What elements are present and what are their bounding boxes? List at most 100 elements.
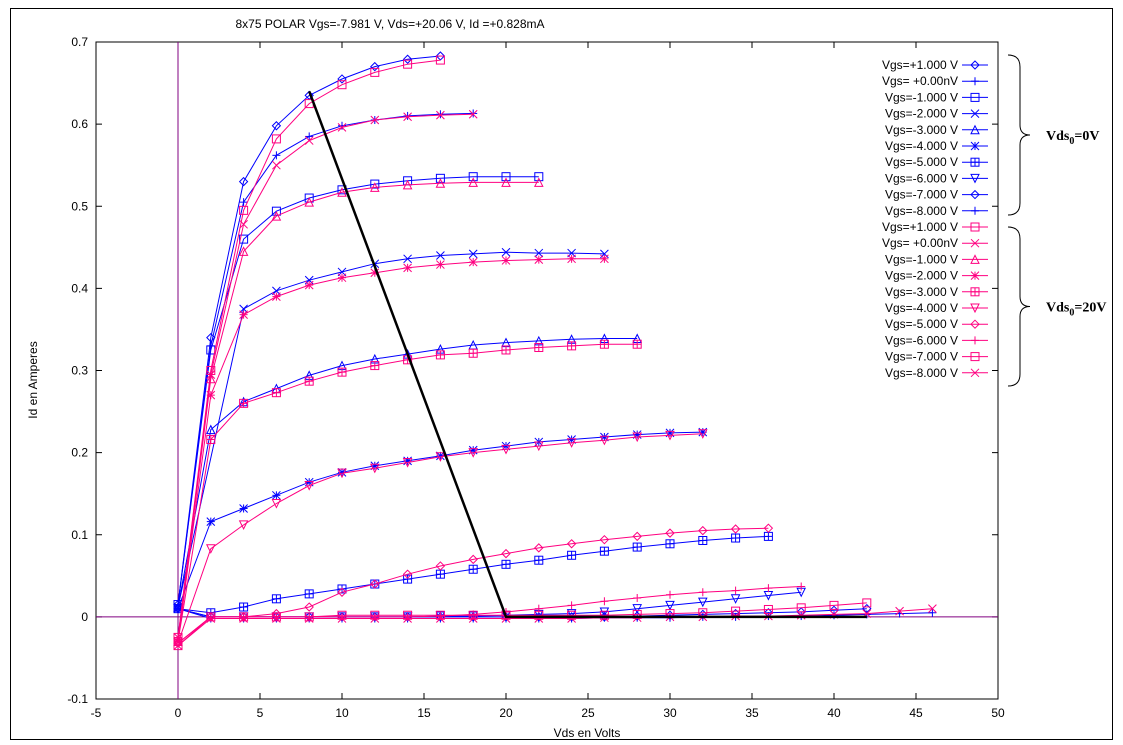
data-point xyxy=(238,246,249,256)
data-point xyxy=(271,612,281,622)
data-point xyxy=(271,388,281,398)
data-point xyxy=(895,606,904,616)
legend-label: Vgs=+1.000 V xyxy=(882,58,958,72)
data-point xyxy=(567,610,577,620)
data-point xyxy=(402,457,413,468)
data-point xyxy=(337,187,347,197)
legend-label: Vgs=-2.000 V xyxy=(885,107,958,121)
data-point xyxy=(435,55,445,65)
data-point xyxy=(764,584,773,593)
data-point xyxy=(272,614,281,623)
data-point xyxy=(370,614,380,623)
data-point xyxy=(599,546,609,556)
data-point xyxy=(239,504,248,513)
data-point xyxy=(304,589,314,599)
data-point xyxy=(436,614,445,623)
data-point xyxy=(304,280,314,290)
legend-label: Vgs=-1.000 V xyxy=(885,90,958,104)
legend-label: Vgs=-4.000 V xyxy=(885,301,958,315)
data-point xyxy=(501,177,511,187)
y-tick-label: 0 xyxy=(81,610,88,624)
data-point xyxy=(238,520,249,531)
data-point xyxy=(370,115,380,125)
legend-marker xyxy=(971,336,979,345)
series-line-12 xyxy=(177,181,539,642)
data-point xyxy=(599,339,609,349)
data-point xyxy=(272,490,281,500)
bracket-vds20 xyxy=(1007,226,1031,387)
data-point xyxy=(697,429,708,439)
data-point xyxy=(435,452,446,462)
data-point xyxy=(272,160,281,170)
legend-label: Vgs=-2.000 V xyxy=(885,269,958,283)
data-point xyxy=(239,219,248,229)
legend-label: Vgs=+1.000 V xyxy=(882,220,958,234)
x-tick-label: 50 xyxy=(991,706,1005,720)
series-line-1 xyxy=(177,112,474,605)
series-line-2 xyxy=(177,176,539,605)
data-point xyxy=(567,601,576,610)
legend-marker xyxy=(970,141,980,151)
data-point xyxy=(666,590,674,599)
data-point xyxy=(239,398,249,408)
data-point xyxy=(763,604,773,614)
legend-label: Vgs=-1.000 V xyxy=(885,252,958,266)
data-point xyxy=(633,593,642,602)
data-point xyxy=(370,361,380,371)
legend-label: Vgs=-4.000 V xyxy=(885,139,958,153)
data-point xyxy=(862,598,872,608)
legend-marker xyxy=(970,319,980,329)
data-point xyxy=(304,612,314,622)
data-point xyxy=(305,132,314,141)
data-point xyxy=(534,543,544,553)
series-line-11 xyxy=(177,113,474,638)
data-point xyxy=(632,531,642,542)
data-point xyxy=(435,569,445,579)
data-point xyxy=(435,610,445,620)
data-point xyxy=(173,641,183,651)
data-point xyxy=(435,561,446,571)
data-point xyxy=(469,610,478,619)
data-point xyxy=(370,579,380,589)
legend-marker xyxy=(970,92,980,102)
data-point xyxy=(501,548,511,559)
data-point xyxy=(566,609,577,619)
data-point xyxy=(206,612,216,622)
series-line-19 xyxy=(177,608,933,646)
data-point xyxy=(632,432,643,443)
series-line-4 xyxy=(177,338,638,608)
data-point xyxy=(730,594,741,604)
legend-marker xyxy=(970,173,980,184)
series-line-10 xyxy=(177,59,441,638)
data-point xyxy=(665,600,675,611)
data-point xyxy=(337,587,347,597)
data-point xyxy=(436,251,445,260)
legend-marker xyxy=(970,60,980,70)
data-point xyxy=(337,614,347,623)
data-point xyxy=(239,310,248,320)
y-axis-label: Id en Amperes xyxy=(26,341,40,418)
legend-marker xyxy=(970,238,980,248)
data-point xyxy=(239,205,249,215)
x-tick-label: 10 xyxy=(335,706,349,720)
data-point xyxy=(205,424,216,435)
data-point xyxy=(468,177,479,187)
data-point xyxy=(665,528,675,538)
data-point xyxy=(533,441,544,452)
x-tick-label: 35 xyxy=(745,706,759,720)
chart-frame xyxy=(10,8,1113,740)
legend-marker xyxy=(970,352,980,362)
group-brackets: Vds0=0V Vds0=20V xyxy=(1007,54,1106,387)
data-point xyxy=(337,273,347,283)
data-point xyxy=(205,373,216,384)
data-point xyxy=(436,260,445,269)
data-point xyxy=(534,248,544,258)
legend-label: Vgs=-8.000 V xyxy=(885,366,958,380)
y-tick-label: 0.7 xyxy=(71,35,88,49)
data-point xyxy=(501,444,511,455)
x-tick-label: 5 xyxy=(257,706,264,720)
data-point xyxy=(173,641,183,650)
legend-marker xyxy=(970,189,980,200)
data-point xyxy=(928,608,937,617)
